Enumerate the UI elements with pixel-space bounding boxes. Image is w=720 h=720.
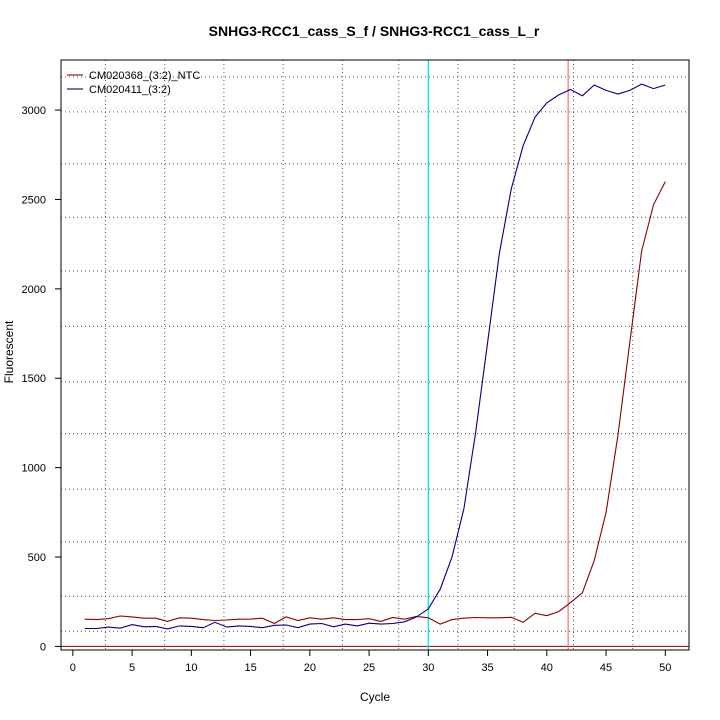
x-axis: 0 5 10 15 20 25 30 35 40 45 50 [70, 650, 671, 674]
threshold-lines [427, 60, 569, 650]
y-tick-label: 500 [28, 552, 46, 564]
legend-label: CM020411_(3:2) [89, 84, 171, 96]
x-tick-label: 30 [422, 662, 434, 674]
x-tick-label: 25 [363, 662, 375, 674]
x-tick-label: 10 [185, 662, 197, 674]
x-tick-label: 45 [600, 662, 612, 674]
x-tick-label: 5 [129, 662, 135, 674]
series-line [84, 83, 666, 630]
x-tick-label: 20 [304, 662, 316, 674]
x-tick-label: 35 [481, 662, 493, 674]
x-axis-label: Cycle [360, 690, 390, 704]
y-tick-label: 2000 [22, 284, 46, 296]
grid [61, 60, 689, 650]
y-tick-label: 0 [40, 641, 46, 653]
x-tick-label: 50 [659, 662, 671, 674]
series-lines [84, 83, 666, 630]
x-tick-label: 15 [244, 662, 256, 674]
series-line [84, 181, 666, 625]
plot-frame [60, 59, 690, 651]
y-tick-label: 3000 [22, 105, 46, 117]
x-tick-label: 40 [541, 662, 553, 674]
x-tick-label: 0 [70, 662, 76, 674]
legend-label: CM020368_(3:2)_NTC [89, 70, 200, 82]
chart-title: SNHG3-RCC1_cass_S_f / SNHG3-RCC1_cass_L_… [209, 23, 540, 39]
legend: CM020368_(3:2)_NTC CM020411_(3:2) [67, 70, 200, 96]
y-tick-label: 1500 [22, 373, 46, 385]
y-tick-label: 1000 [22, 463, 46, 475]
y-tick-label: 2500 [22, 194, 46, 206]
y-axis-label: Fluorescent [2, 320, 16, 383]
y-axis: 0 500 1000 1500 2000 2500 3000 [22, 105, 61, 653]
